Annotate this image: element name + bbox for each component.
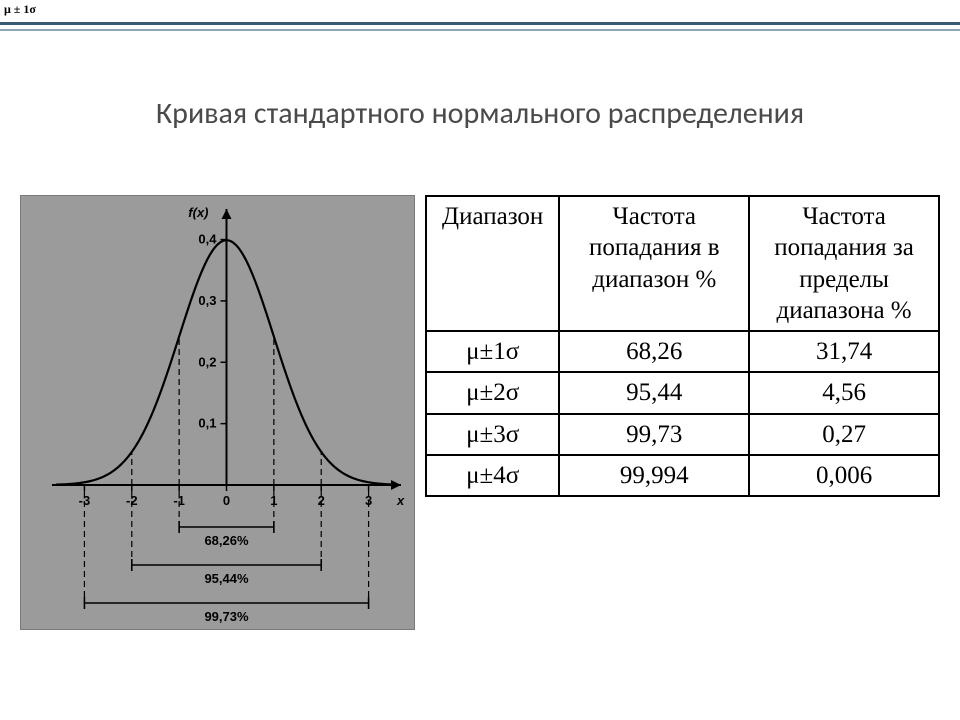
- page-title: Кривая стандартного нормального распреде…: [0, 95, 960, 132]
- table-cell: 68,26: [559, 331, 749, 372]
- y-tick-label: 0,3: [198, 293, 216, 308]
- table-row: μ±1σ68,2631,74: [426, 331, 939, 372]
- header-divider: [0, 22, 960, 36]
- header-line-thin: [0, 29, 960, 31]
- table-row: μ±4σ99,9940,006: [426, 455, 939, 496]
- table-cell: 31,74: [749, 331, 939, 372]
- table-cell: 99,73: [559, 414, 749, 455]
- bracket-label: 68,26%: [204, 533, 249, 548]
- chart-panel: -3-2-10123x0,10,20,30,4f(x)68,26%95,44%9…: [20, 195, 415, 630]
- ranges-table: ДиапазонЧастота попадания в диапазон %Ча…: [425, 195, 940, 497]
- normal-curve-chart: -3-2-10123x0,10,20,30,4f(x)68,26%95,44%9…: [20, 195, 415, 630]
- y-tick-label: 0,2: [198, 354, 216, 369]
- table-cell: 0,006: [749, 455, 939, 496]
- table-row: μ±3σ99,730,27: [426, 414, 939, 455]
- x-tick-label: 0: [223, 493, 230, 508]
- table-header-cell: Диапазон: [426, 196, 559, 331]
- y-tick-label: 0,4: [198, 232, 217, 247]
- table-cell: 4,56: [749, 372, 939, 413]
- table-cell: 99,994: [559, 455, 749, 496]
- x-axis-label: x: [396, 493, 405, 508]
- header-line-thick: [0, 22, 960, 25]
- table-cell: 95,44: [559, 372, 749, 413]
- y-tick-label: 0,1: [198, 416, 216, 431]
- table-row: μ±2σ95,444,56: [426, 372, 939, 413]
- y-axis-label: f(x): [188, 205, 208, 220]
- top-stray-label: μ ± 1σ: [4, 2, 36, 17]
- table-cell: μ±2σ: [426, 372, 559, 413]
- table-cell: μ±3σ: [426, 414, 559, 455]
- table-panel: ДиапазонЧастота попадания в диапазон %Ча…: [425, 195, 940, 497]
- table-cell: 0,27: [749, 414, 939, 455]
- content-row: -3-2-10123x0,10,20,30,4f(x)68,26%95,44%9…: [20, 195, 940, 630]
- table-header-cell: Частота попадания в диапазон %: [559, 196, 749, 331]
- bracket-label: 95,44%: [204, 571, 249, 586]
- table-header-cell: Частота попадания за пределы диапазона %: [749, 196, 939, 331]
- table-cell: μ±4σ: [426, 455, 559, 496]
- table-cell: μ±1σ: [426, 331, 559, 372]
- bracket-label: 99,73%: [204, 609, 249, 624]
